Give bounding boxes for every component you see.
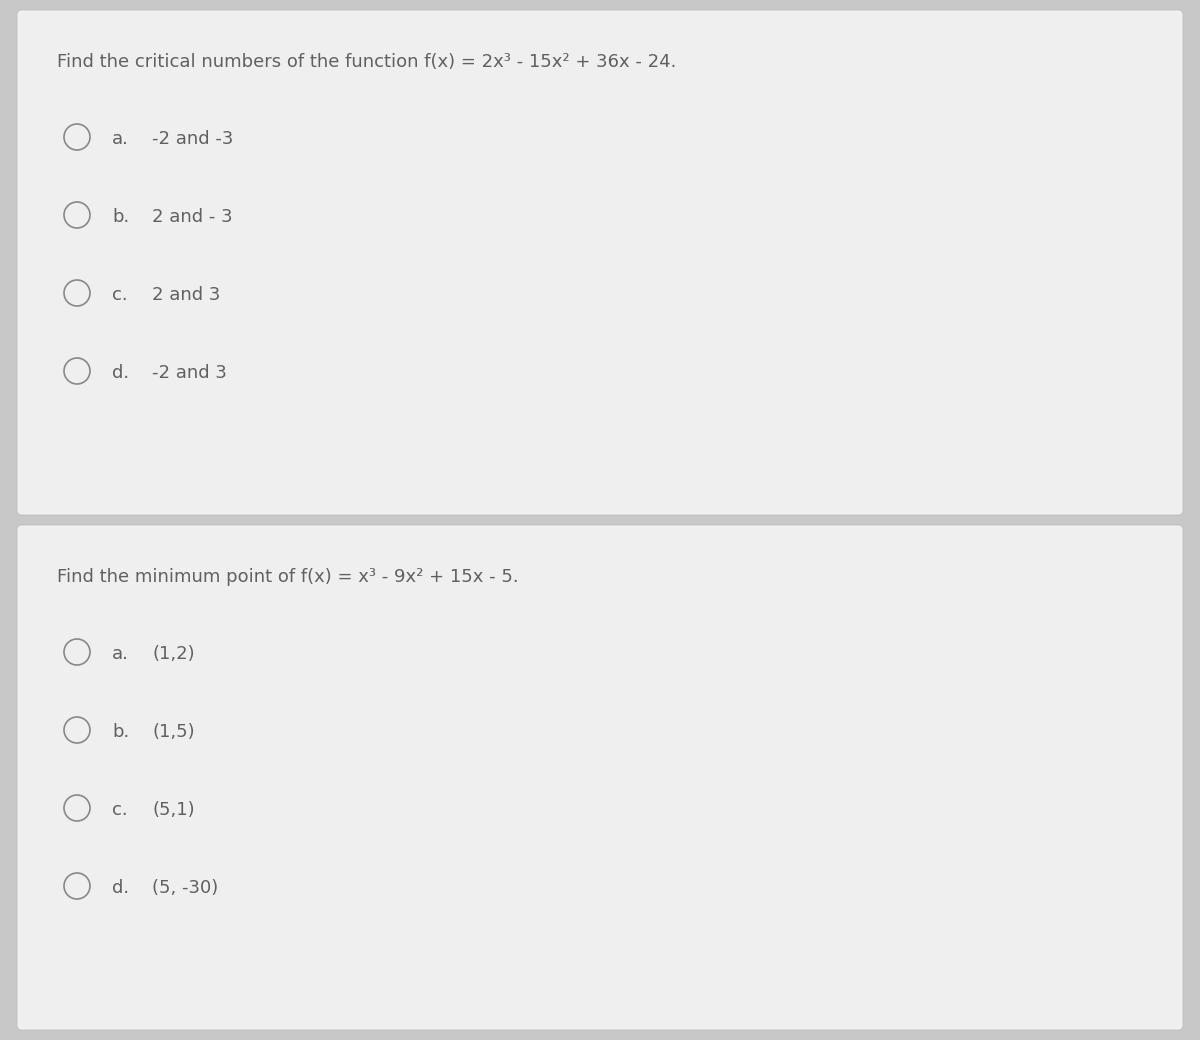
Text: (1,5): (1,5) (152, 723, 194, 740)
FancyBboxPatch shape (17, 525, 1183, 1030)
Text: a.: a. (112, 645, 128, 664)
Text: a.: a. (112, 130, 128, 148)
Text: (5, -30): (5, -30) (152, 879, 218, 896)
Text: c.: c. (112, 286, 127, 304)
Text: d.: d. (112, 879, 130, 896)
Text: c.: c. (112, 801, 127, 820)
Text: (1,2): (1,2) (152, 645, 194, 664)
Text: 2 and 3: 2 and 3 (152, 286, 221, 304)
Text: d.: d. (112, 364, 130, 382)
Text: b.: b. (112, 208, 130, 226)
Text: (5,1): (5,1) (152, 801, 194, 820)
FancyBboxPatch shape (17, 10, 1183, 515)
Text: b.: b. (112, 723, 130, 740)
Text: 2 and - 3: 2 and - 3 (152, 208, 233, 226)
Text: Find the minimum point of f(x) = x³ - 9x² + 15x - 5.: Find the minimum point of f(x) = x³ - 9x… (58, 568, 518, 586)
Text: -2 and 3: -2 and 3 (152, 364, 227, 382)
Text: -2 and -3: -2 and -3 (152, 130, 233, 148)
Text: Find the critical numbers of the function f(x) = 2x³ - 15x² + 36x - 24.: Find the critical numbers of the functio… (58, 53, 677, 71)
